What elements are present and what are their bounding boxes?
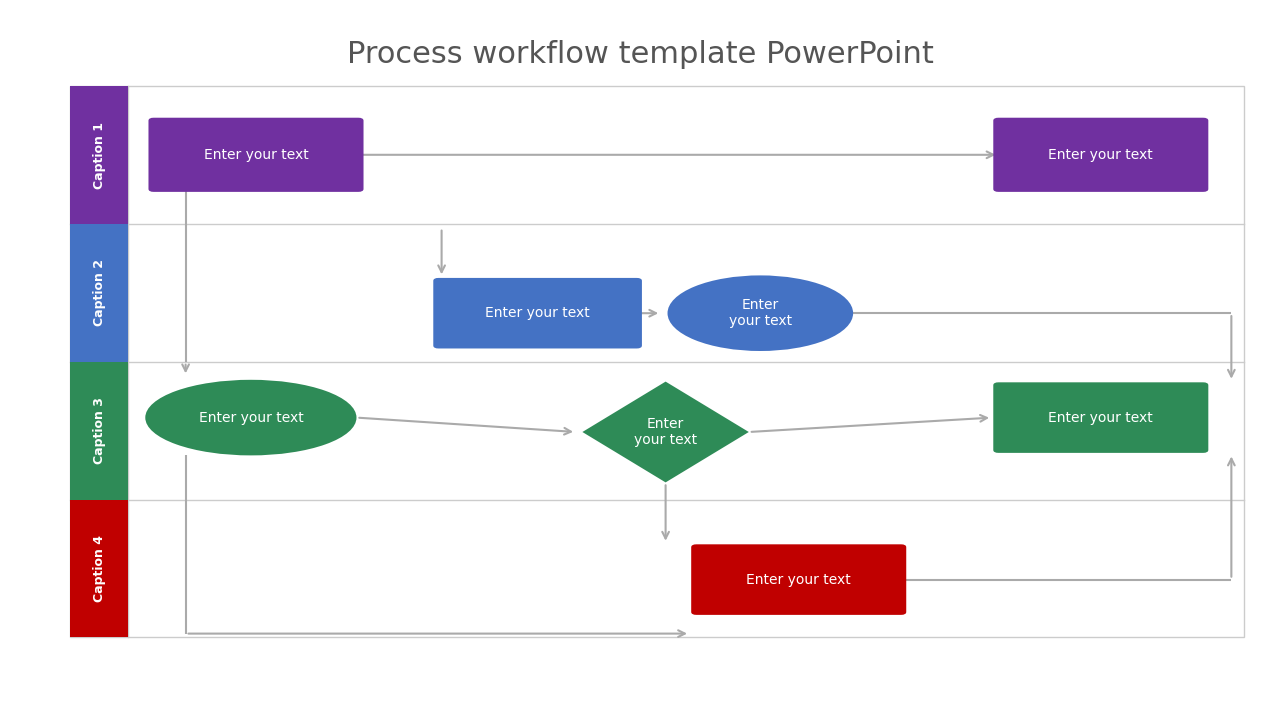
Ellipse shape <box>145 379 356 456</box>
Text: Caption 3: Caption 3 <box>92 397 106 464</box>
FancyBboxPatch shape <box>148 117 364 192</box>
Text: Caption 4: Caption 4 <box>92 535 106 602</box>
Ellipse shape <box>668 276 852 351</box>
FancyBboxPatch shape <box>993 117 1208 192</box>
Text: Enter
your text: Enter your text <box>728 298 792 328</box>
Bar <box>70 86 1244 637</box>
Text: Enter
your text: Enter your text <box>634 417 698 447</box>
FancyBboxPatch shape <box>433 278 641 348</box>
Text: Enter your text: Enter your text <box>198 410 303 425</box>
Text: Caption 1: Caption 1 <box>92 122 106 189</box>
Text: Enter your text: Enter your text <box>1048 148 1153 162</box>
FancyBboxPatch shape <box>993 382 1208 453</box>
Text: Enter your text: Enter your text <box>204 148 308 162</box>
Bar <box>70 500 128 637</box>
Text: Caption 2: Caption 2 <box>92 259 106 326</box>
Bar <box>70 86 128 224</box>
Text: Enter your text: Enter your text <box>485 306 590 320</box>
FancyBboxPatch shape <box>691 544 906 615</box>
Text: Enter your text: Enter your text <box>1048 410 1153 425</box>
Polygon shape <box>582 382 749 482</box>
Text: Process workflow template PowerPoint: Process workflow template PowerPoint <box>347 40 933 68</box>
Bar <box>70 361 128 500</box>
Text: Enter your text: Enter your text <box>746 572 851 587</box>
Bar <box>70 224 128 361</box>
